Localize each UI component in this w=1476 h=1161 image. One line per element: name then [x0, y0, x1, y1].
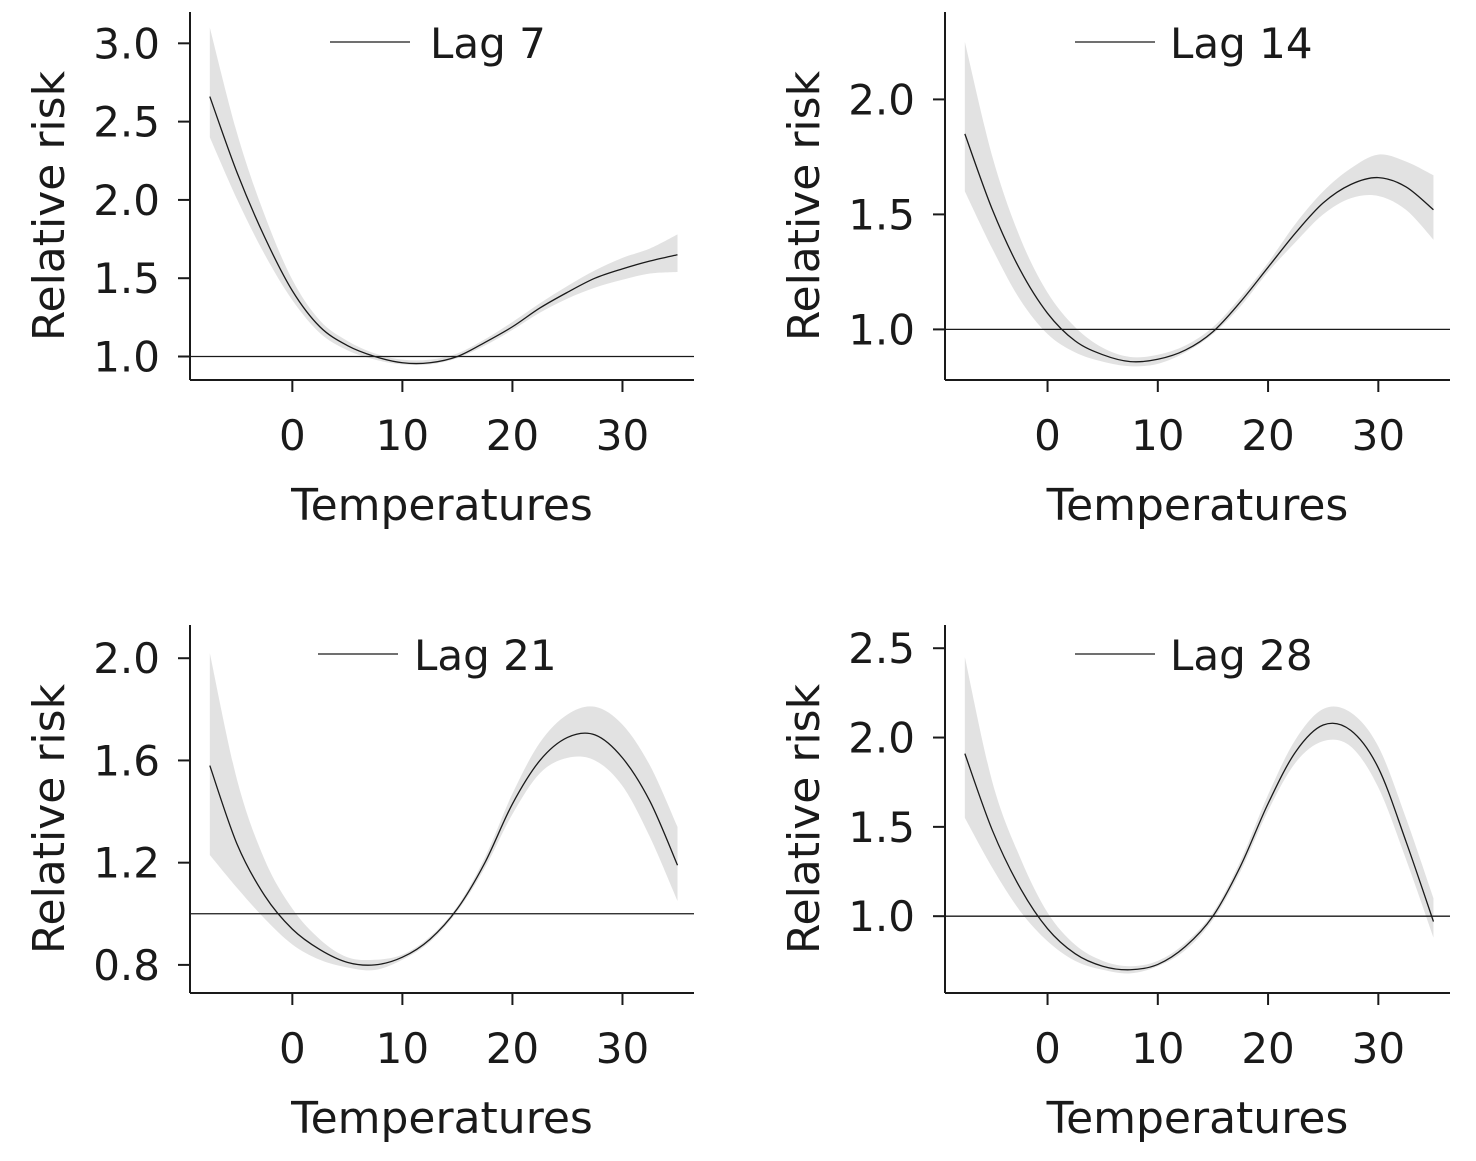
- y-axis-label: Relative risk: [24, 70, 75, 341]
- relative-risk-line: [209, 732, 679, 966]
- y-tick-label: 2.0: [93, 634, 160, 683]
- legend-label: Lag 28: [1170, 631, 1313, 680]
- y-tick-label: 0.8: [93, 941, 160, 990]
- x-tick-label: 30: [1352, 411, 1405, 460]
- legend-label: Lag 21: [414, 631, 557, 680]
- y-axis-label: Relative risk: [779, 70, 830, 341]
- legend-label: Lag 14: [1170, 19, 1313, 68]
- x-tick-label: 10: [376, 1024, 429, 1073]
- x-tick-label: 30: [596, 411, 649, 460]
- y-tick-label: 1.0: [848, 305, 915, 354]
- y-tick-label: 2.5: [848, 624, 915, 673]
- x-tick-label: 20: [1241, 411, 1294, 460]
- x-tick-label: 20: [486, 411, 539, 460]
- y-tick-label: 1.5: [848, 190, 915, 239]
- y-tick-label: 1.2: [93, 839, 160, 888]
- y-tick-label: 2.5: [93, 98, 160, 147]
- x-tick-label: 30: [596, 1024, 649, 1073]
- confidence-band: [209, 27, 678, 366]
- x-axis-label: Temperatures: [1046, 1093, 1349, 1144]
- relative-risk-line: [209, 96, 678, 365]
- x-tick-label: 0: [279, 411, 306, 460]
- x-tick-label: 10: [1131, 411, 1184, 460]
- x-tick-label: 0: [279, 1024, 306, 1073]
- y-tick-label: 1.5: [848, 803, 915, 852]
- x-tick-label: 20: [486, 1024, 539, 1073]
- x-tick-label: 30: [1352, 1024, 1405, 1073]
- x-tick-label: 10: [1131, 1024, 1184, 1073]
- y-axis-label: Relative risk: [24, 683, 75, 954]
- y-axis-label: Relative risk: [779, 683, 830, 954]
- y-tick-label: 1.0: [93, 333, 160, 382]
- x-tick-label: 0: [1034, 411, 1061, 460]
- x-tick-label: 0: [1034, 1024, 1061, 1073]
- relative-risk-line: [964, 722, 1435, 971]
- confidence-band: [964, 41, 1434, 367]
- y-tick-label: 2.0: [848, 714, 915, 763]
- y-tick-label: 1.6: [93, 736, 160, 785]
- y-tick-label: 1.5: [93, 254, 160, 303]
- confidence-band: [964, 657, 1434, 974]
- y-tick-label: 1.0: [848, 892, 915, 941]
- relative-risk-line: [964, 133, 1434, 363]
- x-axis-label: Temperatures: [290, 1093, 593, 1144]
- x-axis-label: Temperatures: [1046, 480, 1349, 531]
- y-tick-label: 3.0: [93, 19, 160, 68]
- confidence-band: [209, 653, 678, 971]
- y-tick-label: 2.0: [848, 75, 915, 124]
- legend-label: Lag 7: [430, 19, 546, 68]
- y-tick-label: 2.0: [93, 176, 160, 225]
- x-tick-label: 10: [376, 411, 429, 460]
- x-tick-label: 20: [1241, 1024, 1294, 1073]
- x-axis-label: Temperatures: [290, 480, 593, 531]
